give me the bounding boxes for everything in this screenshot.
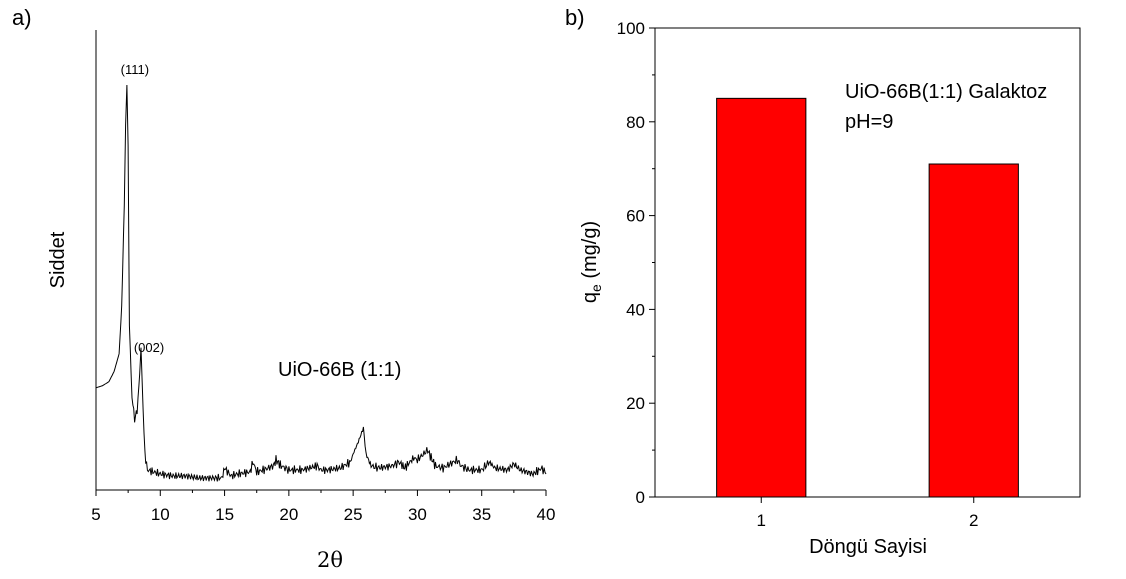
panel-a-x-tick-label: 30 [408,505,427,524]
panel-b-x-tick-label: 2 [969,511,978,530]
panel-a-x-tick-label: 40 [537,505,556,524]
panel-a-peak-label: (111) [121,62,149,77]
panel-a-x-tick-label: 20 [279,505,298,524]
panel-a-peak-label: (002) [134,340,164,355]
panel-a-x-tick-label: 35 [472,505,491,524]
panel-b-y-tick-label: 60 [626,207,645,226]
panel-a-x-tick-label: 25 [344,505,363,524]
panel-a-x-tick-labels: 5 10 15 20 25 30 35 40 [91,505,555,524]
panel-b-y-axis-title-subscript: e [588,284,604,292]
panel-a-x-ticks [95,490,547,496]
panel-b-y-tick-label: 0 [636,488,645,507]
panel-b-y-axis-title-unit: (mg/g) [579,221,601,284]
panel-b-y-ticks [649,27,655,498]
panel-b-y-tick-label: 100 [617,19,645,38]
panel-a-xrd: a) 5 10 15 20 25 30 35 40 (111) (002) UiO-66B (1… [12,5,555,572]
panel-a-x-tick-label: 5 [91,505,100,524]
panel-a-x-tick-label: 10 [151,505,170,524]
panel-b-annotation-line-1: UiO-66B(1:1) Galaktoz [845,81,1047,103]
panel-b-y-tick-label: 80 [626,113,645,132]
panel-b-bars [716,97,1019,498]
panel-b-y-tick-labels: 0 20 40 60 80 100 [617,19,645,507]
panel-b-bar [928,163,1019,498]
panel-b-y-axis-title-q: q [579,292,601,303]
panel-a-peak-labels: (111) (002) [121,62,165,355]
panel-b-x-axis-title: Döngü Sayisi [809,536,927,558]
panel-b-x-tick-label: 1 [757,511,766,530]
panel-b-label: b) [565,5,585,30]
panel-b-bar [716,97,807,498]
panel-b-x-ticks [760,497,975,503]
panel-b-y-axis-title: qe (mg/g) [579,221,604,303]
panel-b-y-tick-label: 20 [626,394,645,413]
panel-a-x-tick-label: 15 [215,505,234,524]
panel-b-annotation-line-2: pH=9 [845,111,893,133]
panel-a-x-axis-title: 2θ [317,548,343,572]
panel-a-label: a) [12,5,32,30]
panel-a-y-axis-title: Siddet [47,231,69,288]
panel-a-xrd-pattern-line [95,84,547,482]
panel-a-sample-label: UiO-66B (1:1) [278,359,401,381]
panel-b-y-tick-label: 40 [626,300,645,319]
